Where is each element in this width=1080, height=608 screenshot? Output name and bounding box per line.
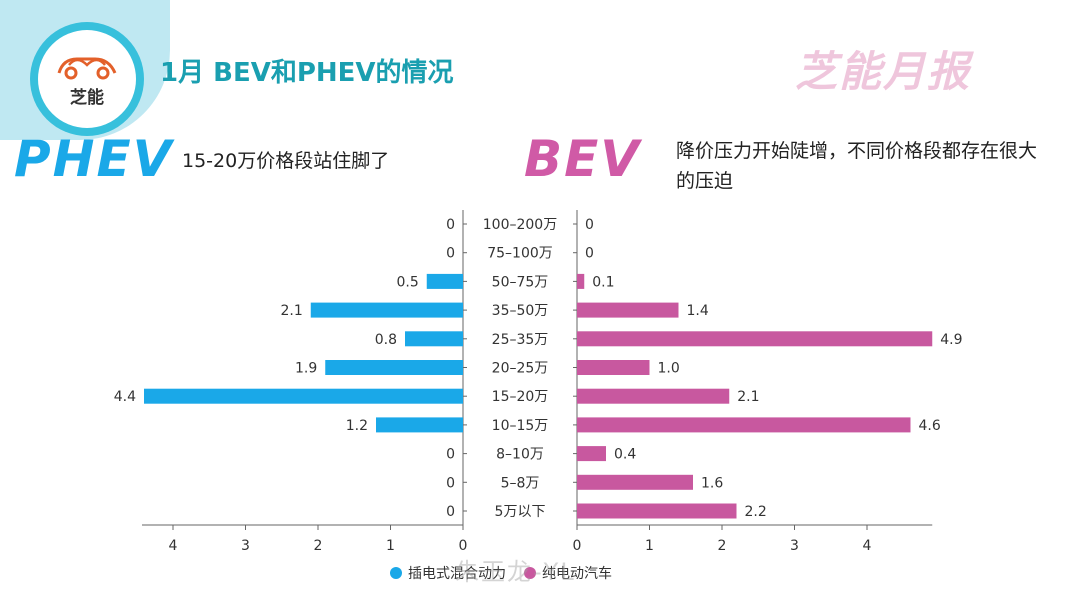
phev-x-tick-label: 2 [314,538,323,554]
bev-data-label: 2.1 [737,389,759,405]
bev-bar [577,503,737,519]
legend-item-bev: 纯电动汽车 [524,563,612,583]
legend-dot-bev [524,567,536,579]
category-label: 75–100万 [487,246,553,262]
phev-data-label: 0 [446,475,455,491]
category-label: 20–25万 [492,361,549,377]
brand-title: 芝能月报 [795,47,972,96]
bev-x-tick-label: 4 [863,538,872,554]
bev-bar [577,417,911,433]
phev-bar [405,331,463,347]
bev-bar [577,273,585,289]
phev-bar [144,388,463,404]
phev-data-label: 0.5 [396,274,418,290]
legend-label-bev: 纯电动汽车 [542,566,612,582]
category-label: 50–75万 [492,274,549,290]
watermark: 朱玉龙-YL [455,558,576,586]
bev-subtitle: 降价压力开始陡增，不同价格段都存在很大的压迫 [676,140,1038,192]
page-title: 1月 BEV和PHEV的情况 [160,58,454,88]
bev-data-label: 2.2 [745,504,767,520]
bev-bar [577,474,693,490]
legend-item-phev: 插电式混合动力 [390,563,506,583]
category-label: 35–50万 [492,303,549,319]
bev-data-label: 0.4 [614,447,636,463]
bev-x-tick-label: 0 [573,538,582,554]
bev-x-tick-label: 2 [718,538,727,554]
bev-data-label: 0 [585,246,594,262]
bev-data-label: 0 [585,217,594,233]
logo-text: 芝能 [70,87,104,108]
bev-bar [577,388,730,404]
car-logo-icon [57,57,117,79]
phev-data-label: 4.4 [114,389,136,405]
phev-x-tick-label: 0 [459,538,468,554]
bev-bar [577,331,933,347]
bev-data-label: 0.1 [592,274,614,290]
phev-data-label: 0 [446,246,455,262]
phev-x-tick-label: 1 [386,538,395,554]
bev-data-label: 4.6 [919,418,941,434]
category-label: 10–15万 [492,418,549,434]
bev-x-tick-label: 1 [645,538,654,554]
bev-bar [577,302,679,318]
category-label: 5–8万 [501,475,540,491]
phev-data-label: 0.8 [375,332,397,348]
bev-label: BEV [524,130,641,188]
phev-bar [310,302,463,318]
bev-bar [577,446,606,462]
category-label: 25–35万 [492,332,549,348]
phev-bar [376,417,463,433]
phev-bar [426,273,463,289]
phev-x-tick-label: 4 [169,538,178,554]
phev-label: PHEV [14,130,174,188]
bev-data-label: 1.0 [658,361,680,377]
phev-data-label: 0 [446,504,455,520]
legend-dot-phev [390,567,402,579]
legend-label-phev: 插电式混合动力 [408,566,506,582]
logo: 芝能 [38,30,136,128]
bev-data-label: 1.6 [701,475,723,491]
phev-x-tick-label: 3 [241,538,250,554]
category-label: 100–200万 [483,217,557,233]
bev-data-label: 1.4 [687,303,709,319]
phev-subtitle: 15-20万价格段站住脚了 [182,150,390,172]
bev-data-label: 4.9 [940,332,962,348]
category-label: 5万以下 [495,504,546,520]
bev-x-tick-label: 3 [790,538,799,554]
phev-data-label: 2.1 [280,303,302,319]
phev-bar [325,360,463,375]
phev-data-label: 1.9 [295,361,317,377]
category-label: 15–20万 [492,389,549,405]
phev-data-label: 1.2 [346,418,368,434]
category-label: 8–10万 [496,447,544,463]
phev-data-label: 0 [446,447,455,463]
bev-bar [577,360,650,375]
phev-data-label: 0 [446,217,455,233]
chart-legend: 插电式混合动力 纯电动汽车 [390,563,630,583]
